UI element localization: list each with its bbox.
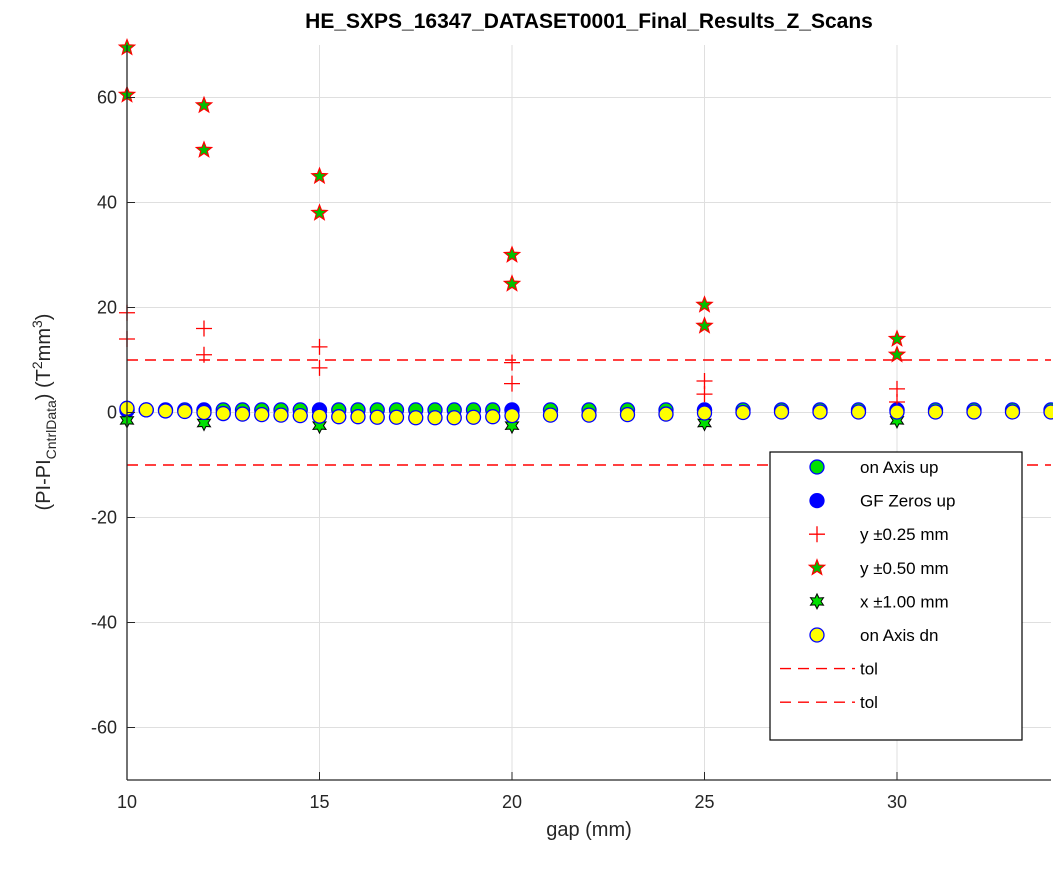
data-point xyxy=(850,404,867,420)
data-point xyxy=(619,406,636,423)
tolerance-lines xyxy=(127,359,1051,466)
x-axis-label: gap (mm) xyxy=(546,819,632,841)
y-tick-label: -40 xyxy=(91,613,117,633)
data-point xyxy=(658,406,674,422)
data-point xyxy=(465,409,482,425)
data-point xyxy=(138,402,154,418)
tick-labels: 10 15 20 25 30 -60 -40 -20 0 20 40 60 xyxy=(91,88,907,813)
data-point xyxy=(696,405,713,421)
data-point xyxy=(310,203,329,221)
legend-swatch xyxy=(809,627,825,643)
y-tick-label: 40 xyxy=(97,193,117,213)
legend-label: GF Zeros up xyxy=(860,492,955,511)
legend-swatch xyxy=(807,558,827,576)
data-point xyxy=(311,359,328,376)
data-point xyxy=(310,166,329,185)
data-point xyxy=(311,338,328,355)
data-point xyxy=(581,407,597,423)
data-point xyxy=(196,346,212,363)
data-point xyxy=(966,404,982,420)
data-point xyxy=(254,406,270,423)
data-point xyxy=(502,274,522,292)
x-tick-label: 30 xyxy=(887,792,907,812)
legend-label: x ±1.00 mm xyxy=(860,592,949,611)
legend-label: on Axis up xyxy=(860,458,938,477)
data-point xyxy=(196,320,212,337)
legend-label: tol xyxy=(860,693,878,712)
data-point xyxy=(695,295,714,313)
x-tick-label: 25 xyxy=(694,792,714,812)
chart-title: HE_SXPS_16347_DATASET0001_Final_Results_… xyxy=(305,10,873,33)
x-tick-label: 10 xyxy=(117,792,137,812)
data-point xyxy=(446,410,462,426)
data-point xyxy=(157,403,174,419)
data-point xyxy=(234,406,251,422)
legend-swatch xyxy=(809,526,825,543)
data-point xyxy=(350,409,366,425)
axes xyxy=(126,45,1051,781)
data-point xyxy=(1004,404,1021,420)
data-point xyxy=(887,329,907,347)
x-tick-label: 15 xyxy=(309,792,329,812)
data-point xyxy=(542,407,559,423)
y-tick-label: 0 xyxy=(107,403,117,423)
data-point xyxy=(194,140,214,158)
legend-label: tol xyxy=(860,660,878,679)
data-point xyxy=(331,409,347,425)
data-point xyxy=(292,407,308,424)
data-point xyxy=(695,316,714,334)
data-point xyxy=(735,404,751,421)
data-point xyxy=(485,409,501,425)
legend-swatch xyxy=(809,459,825,475)
data-point xyxy=(889,411,905,430)
data-point xyxy=(312,417,327,435)
data-point xyxy=(504,417,520,435)
data-point xyxy=(889,404,905,420)
data-point xyxy=(504,407,520,424)
data-point xyxy=(697,414,712,432)
data-point xyxy=(427,410,443,426)
data-point xyxy=(696,386,713,403)
y-tick-label: 20 xyxy=(97,298,117,318)
y-tick-label: -60 xyxy=(91,718,117,738)
data-point xyxy=(1043,404,1053,420)
data-point xyxy=(773,404,790,420)
data-point xyxy=(196,404,212,421)
data-point xyxy=(215,405,231,422)
data-point xyxy=(369,409,385,425)
data-point xyxy=(311,408,328,424)
y-tick-label: 60 xyxy=(97,88,117,108)
legend: on Axis up GF Zeros up y ±0.25 mm y ±0.50 m… xyxy=(769,451,1023,741)
data-point xyxy=(812,404,828,420)
data-point xyxy=(927,404,944,420)
x-tick-label: 20 xyxy=(502,792,522,812)
legend-label: y ±0.50 mm xyxy=(860,559,949,578)
series-5 xyxy=(119,400,1053,426)
y-tick-label: -20 xyxy=(91,508,117,528)
legend-swatch xyxy=(809,492,825,509)
data-point xyxy=(388,409,405,425)
data-point xyxy=(408,410,424,426)
legend-swatch xyxy=(809,592,825,611)
data-point xyxy=(196,414,212,432)
data-marks xyxy=(117,37,1053,435)
data-point xyxy=(177,403,193,420)
data-point xyxy=(273,407,289,423)
data-point xyxy=(504,375,520,392)
data-point xyxy=(887,345,907,363)
y-axis-label: (PI-PICntrlData) (T2mm3) xyxy=(29,314,59,511)
data-point xyxy=(502,245,522,263)
data-point xyxy=(194,95,214,114)
legend-label: on Axis dn xyxy=(860,626,938,645)
legend-label: y ±0.25 mm xyxy=(860,525,949,544)
data-point xyxy=(504,354,520,371)
